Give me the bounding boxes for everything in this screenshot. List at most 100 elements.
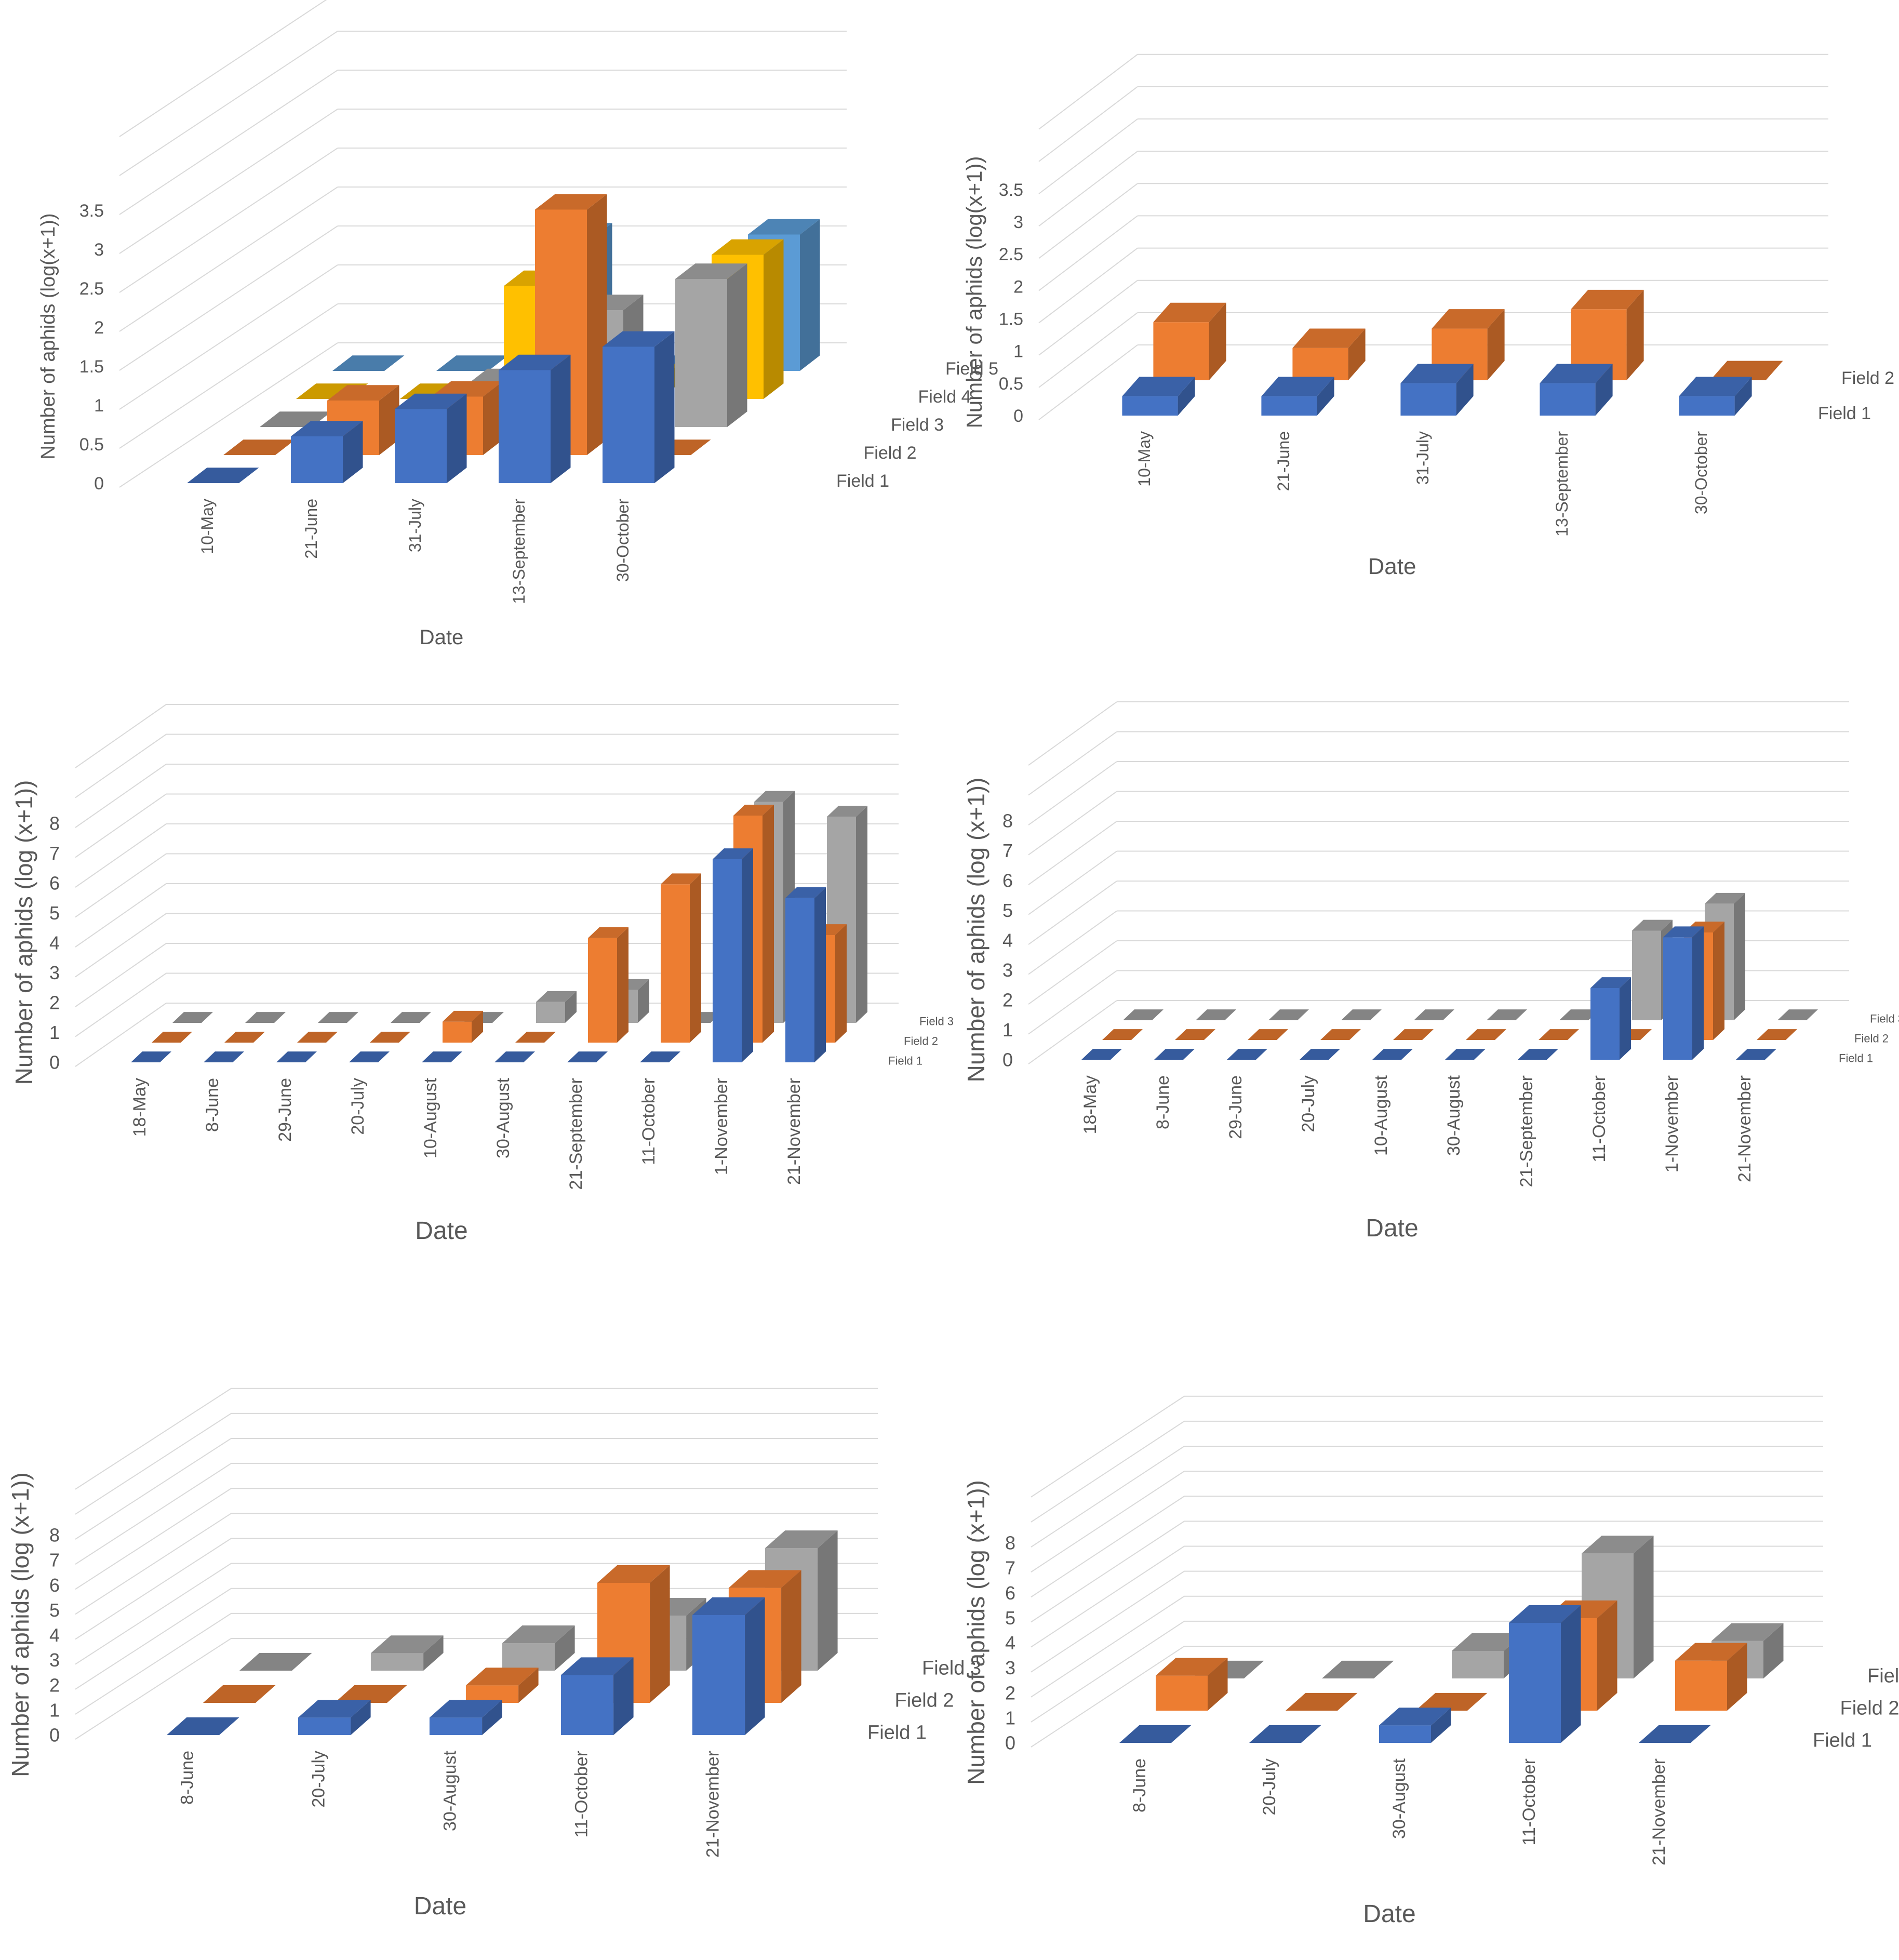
y-tick-label: 3 [1002,959,1013,981]
x-tick-label: 8-June [203,1078,222,1132]
gridline-side [1038,183,1138,259]
x-tick-label: 11-October [1589,1075,1609,1163]
x-tick-label: 20-July [348,1078,368,1135]
y-tick-label: 7 [49,1550,60,1571]
series-label: Field 2 [1841,368,1894,388]
bar-field-1-10-may [1122,377,1195,416]
gridline-side [75,853,167,918]
x-tick-label: 21-June [302,499,320,559]
x-tick-label: 10-August [1371,1075,1391,1156]
y-tick-label: 1.5 [79,357,104,377]
bar-field-3-30-august [1452,1633,1524,1678]
bar-field-1-20-july [1249,1725,1321,1743]
y-tick-label: 7 [1005,1557,1015,1579]
gridline-side [75,1588,232,1690]
gridline-side [1031,1521,1185,1623]
gridline-side [119,342,338,488]
gridline-side [1028,1000,1117,1064]
x-axis-title: Date [420,626,464,649]
gridline-side [75,1488,232,1590]
y-tick-label: 2 [1005,1682,1015,1703]
bar-field-1-31-july [1400,364,1474,416]
bar-field-3-20-july [1322,1660,1394,1678]
bar-field-2-10-august [1393,1029,1434,1040]
bar-field-3-8-june [245,1012,286,1023]
x-tick-label: 20-July [309,1751,329,1808]
gridline-side [75,1003,167,1067]
series-label: Field 5 [945,359,998,379]
y-tick-label: 8 [49,813,60,834]
x-tick-label: 21-September [1517,1075,1536,1187]
gridline-side [119,0,327,137]
bar-field-2-20-july [334,1685,407,1703]
bar-field-1-11-october [1509,1605,1581,1743]
bar-field-1-30-october [1679,377,1752,416]
bar-field-1-11-october [640,1051,680,1062]
y-tick-label: 0 [1005,1732,1015,1754]
bar-field-3-21-november [1777,1009,1818,1020]
y-tick-label: 4 [49,1624,60,1646]
bar-field-2-10-may [223,439,296,455]
y-tick-label: 2 [49,992,60,1014]
gridline-side [75,943,167,1007]
gridline-side [1031,1421,1185,1523]
gridline-side [1028,701,1117,766]
y-tick-label: 3 [1005,1657,1015,1678]
bar-field-2-21-november [1757,1029,1797,1040]
gridline-side [75,1538,232,1640]
bar-field-1-21-november [692,1597,765,1735]
gridline-side [75,764,167,828]
bar-field-3-18-may [1123,1009,1164,1020]
bar-field-2-8-june [203,1685,276,1703]
y-tick-label: 0 [94,474,104,494]
series-label: Field 1 [1813,1730,1872,1752]
gridline-side [1031,1570,1185,1673]
bar-field-2-21-november [1675,1643,1747,1711]
gridline-side [119,70,338,215]
y-tick-label: 8 [49,1525,60,1546]
x-tick-label: 31-July [406,499,424,552]
gridline-side [1028,850,1117,915]
gridline-side [1038,279,1138,356]
bar-field-2-29-june [1248,1029,1288,1040]
x-tick-label: 11-October [639,1078,659,1165]
y-tick-label: 1 [1005,1707,1015,1728]
y-tick-label: 0 [49,1052,60,1073]
y-tick-label: 4 [49,932,60,954]
bar-field-2-18-may [152,1032,192,1043]
gridline-side [75,1463,232,1565]
y-tick-label: 1 [49,1699,60,1721]
bar-field-1-30-october [603,331,675,483]
series-label: Field 2 [1840,1698,1899,1719]
bar-field-2-8-june [1156,1658,1228,1711]
bar-field-3-10-august [1414,1009,1454,1020]
series-label: Field 1 [867,1722,927,1744]
x-tick-label: 11-October [1519,1758,1539,1846]
bar-field-3-30-august [1487,1009,1527,1020]
y-tick-label: 1 [94,396,104,416]
bar-field-3-20-july [370,1635,444,1671]
x-tick-label: 13-September [510,499,528,604]
y-tick-label: 3 [49,1649,60,1671]
y-tick-label: 4 [1002,930,1013,951]
x-tick-label: 13-September [1553,431,1571,537]
y-tick-label: 1 [49,1022,60,1043]
chart-3: 0 1 2 3 4 5 6 7 8 Field 3 Field 2 Field 1 18-May 8-Ju… [10,704,954,1245]
gridline-side [119,109,338,254]
y-tick-label: 3.5 [79,201,104,221]
chart-2: 0 0.5 1 1.5 2 2.5 3 3.5 Field 2 Field 1 10-May 21-J… [962,54,1894,579]
gridline-side [75,972,167,1037]
gridline-side [119,186,338,332]
bar-field-3-20-july [1341,1009,1382,1020]
x-tick-label: 21-June [1274,431,1293,491]
y-axis-title: Number of aphids (log (x+1)) [7,1472,34,1777]
gridline-side [1038,344,1138,420]
y-tick-label: 6 [1002,870,1013,891]
bar-field-3-8-june [1196,1009,1236,1020]
series-label: Field 2 [904,1034,938,1047]
gridline-side [1031,1496,1185,1598]
x-tick-label: 30-August [493,1077,513,1158]
x-tick-label: 18-May [130,1078,150,1137]
y-tick-label: 0.5 [79,435,104,455]
x-tick-label: 10-August [421,1077,440,1158]
